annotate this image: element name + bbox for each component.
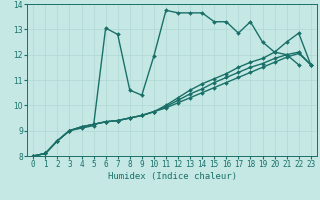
X-axis label: Humidex (Indice chaleur): Humidex (Indice chaleur) <box>108 172 236 181</box>
